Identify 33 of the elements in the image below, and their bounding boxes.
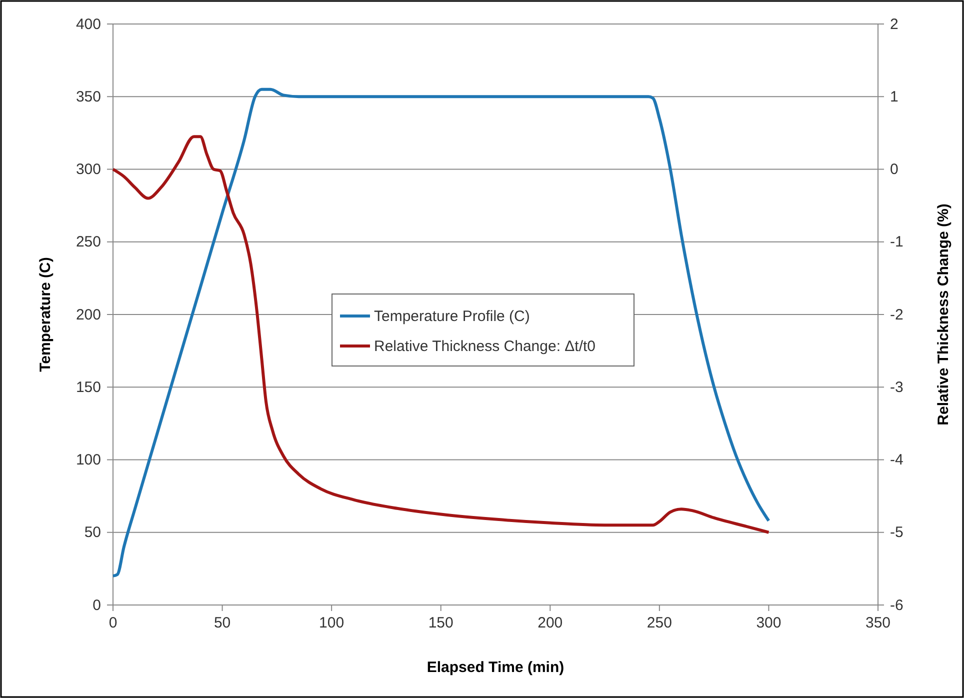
y-tick-label: 250 [76, 234, 101, 251]
legend-label: Relative Thickness Change: Δt/t0 [374, 338, 596, 355]
y2-tick-label: 0 [890, 161, 898, 178]
line-series [112, 88, 770, 578]
y-tick-label: 0 [92, 596, 101, 614]
y-tick-label: 400 [76, 16, 101, 33]
y2-tick-label: -4 [890, 452, 904, 469]
legend-label: Temperature Profile (C) [374, 308, 530, 325]
line-series [112, 135, 770, 534]
y2-tick-label: -3 [890, 378, 904, 396]
y-axis-title: Temperature (C) [37, 257, 54, 372]
x-tick-label: 150 [428, 614, 454, 632]
x-tick-label: 200 [538, 614, 563, 632]
y2-tick-label: -5 [890, 524, 904, 542]
x-tick-label: 250 [646, 614, 672, 632]
y-tick-label: 200 [76, 306, 101, 324]
y2-axis-title: Relative Thickness Change (%) [935, 204, 952, 426]
y2-tick-label: 2 [890, 16, 898, 33]
y-tick-label: 300 [76, 161, 101, 178]
x-axis-title: Elapsed Time (min) [426, 659, 564, 676]
y-tick-label: 100 [76, 452, 101, 469]
y-tick-label: 150 [76, 378, 101, 396]
y-tick-label: 50 [84, 524, 101, 542]
y2-tick-label: -1 [890, 234, 904, 251]
x-tick-label: 350 [865, 614, 891, 632]
y-tick-label: 350 [76, 88, 101, 106]
x-tick-label: 100 [319, 614, 344, 632]
x-tick-label: 50 [214, 614, 231, 632]
x-tick-label: 0 [108, 614, 118, 632]
y2-tick-label: -6 [890, 596, 904, 614]
x-tick-label: 300 [756, 614, 782, 632]
y2-tick-label: 1 [890, 88, 898, 106]
y2-tick-label: -2 [890, 306, 904, 324]
